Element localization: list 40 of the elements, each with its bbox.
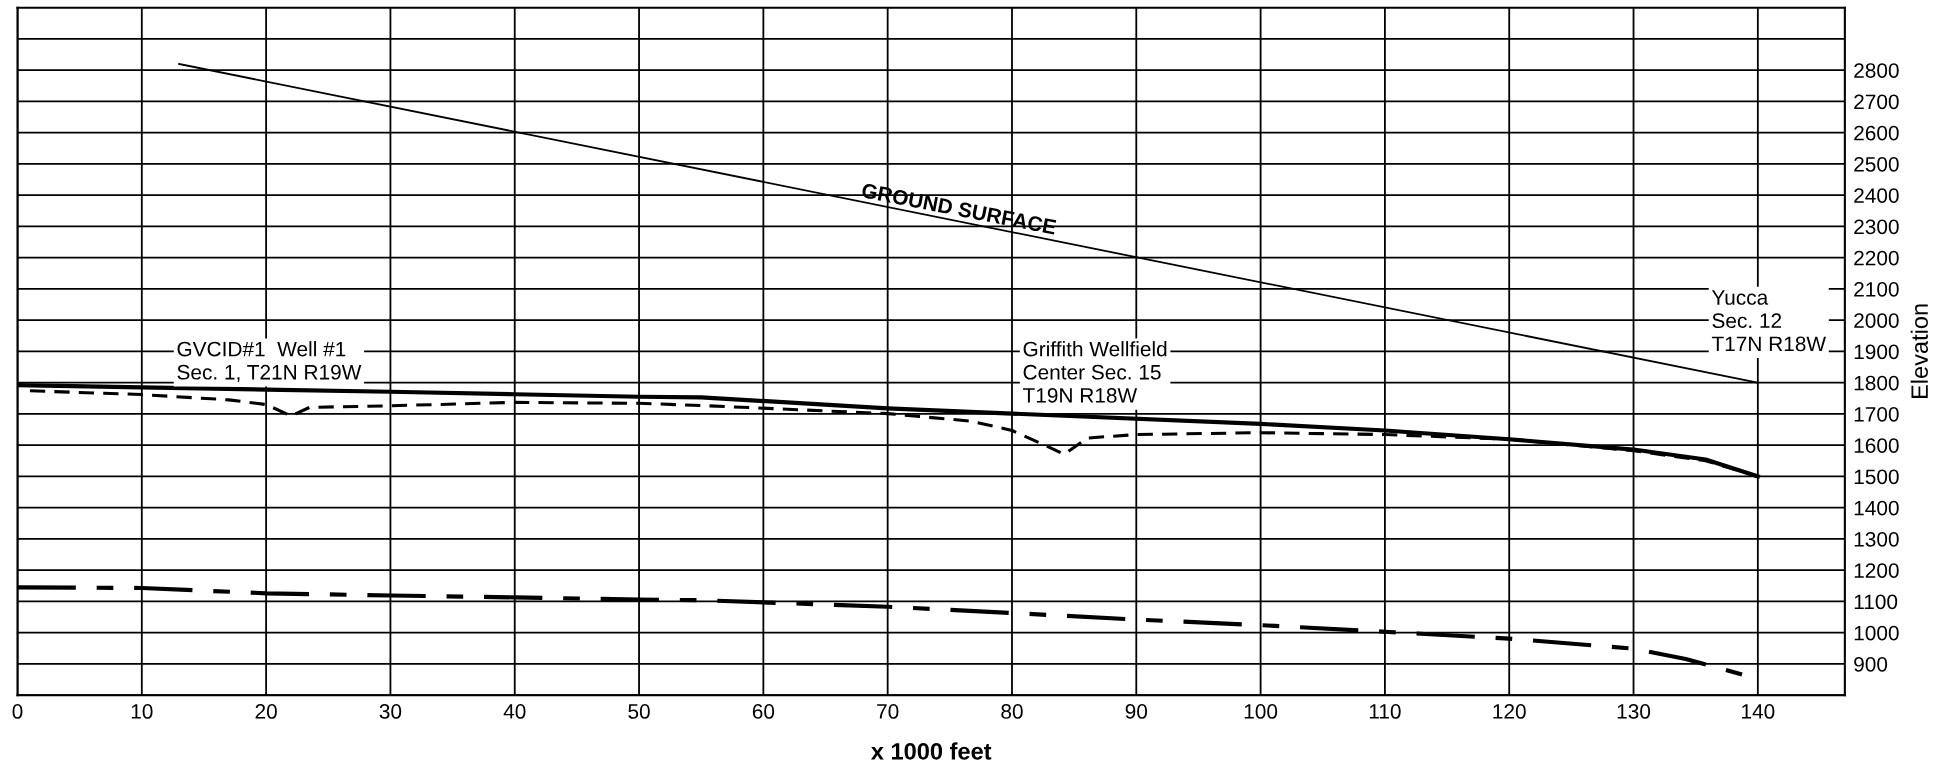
y-tick-label: 2300: [1854, 219, 1899, 235]
annotation: GVCID#1 Well #1 Sec. 1, T21N R19W: [177, 341, 362, 383]
annotation: Yucca Sec. 12 T17N R18W: [1711, 290, 1826, 352]
y-tick-label: 2000: [1854, 313, 1899, 328]
y-tick-label: 1800: [1854, 375, 1899, 391]
x-tick-label: 20: [255, 704, 277, 719]
y-tick-label: 1200: [1854, 563, 1899, 578]
y-tick-label: 1700: [1854, 406, 1899, 422]
annotation: Griffith Wellfield Center Sec. 15 T19N R18W: [1023, 341, 1167, 403]
x-tick-label: 30: [379, 704, 402, 719]
y-axis-title: Elevation: [1910, 304, 1928, 399]
y-tick-label: 1400: [1854, 500, 1899, 516]
y-tick-label: 2700: [1854, 94, 1899, 110]
y-tick-label: 1100: [1854, 594, 1898, 610]
x-tick-label: 130: [1617, 704, 1651, 719]
x-axis-title: x 1000 feet: [870, 742, 992, 760]
x-tick-label: 50: [628, 704, 650, 719]
x-tick-label: 110: [1369, 704, 1401, 719]
y-tick-label: 2500: [1854, 156, 1899, 172]
x-tick-label: 90: [1125, 704, 1148, 719]
x-tick-label: 140: [1742, 704, 1775, 719]
x-tick-label: 120: [1493, 704, 1526, 719]
y-tick-label: 2200: [1854, 250, 1899, 266]
y-tick-label: 1500: [1854, 469, 1899, 485]
y-tick-label: 1900: [1854, 344, 1899, 360]
y-tick-label: 1600: [1854, 438, 1899, 453]
y-tick-label: 900: [1854, 656, 1888, 672]
x-tick-label: 70: [877, 704, 899, 719]
x-tick-label: 40: [503, 704, 526, 719]
y-tick-label: 2600: [1854, 125, 1899, 141]
x-tick-label: 0: [12, 704, 23, 719]
y-tick-label: 2100: [1854, 281, 1899, 297]
y-tick-label: 2400: [1854, 188, 1899, 203]
x-tick-label: 100: [1244, 704, 1278, 719]
y-tick-label: 1000: [1854, 625, 1899, 641]
x-tick-label: 60: [752, 704, 775, 719]
y-tick-label: 1300: [1854, 531, 1899, 547]
x-tick-label: 80: [1001, 704, 1023, 719]
y-tick-label: 2800: [1854, 63, 1899, 78]
x-tick-label: 10: [131, 704, 153, 719]
